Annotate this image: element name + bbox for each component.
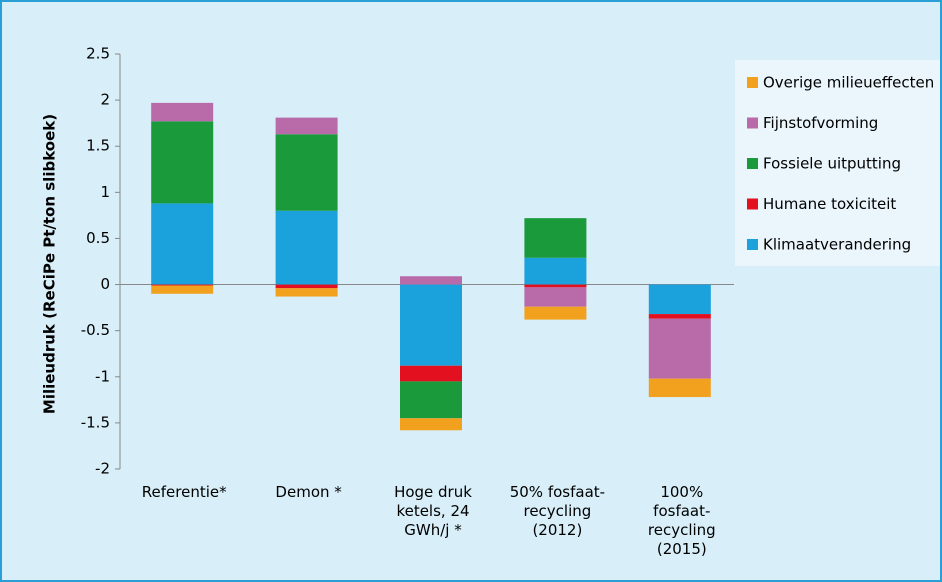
x-tick-label: Demon * (275, 483, 342, 501)
legend-label: Overige milieueffecten (763, 74, 934, 92)
y-tick-label: -2 (95, 460, 110, 478)
legend-swatch (747, 77, 758, 88)
x-tick-label: 100% fosfaat-recycling (2015) (647, 483, 716, 558)
bar-segment (151, 203, 214, 285)
legend-swatch (747, 239, 758, 250)
y-tick-label: 2.5 (86, 45, 110, 63)
y-tick-label: 1 (100, 183, 110, 201)
bar-segment (648, 378, 711, 398)
x-tick-label: Referentie* (141, 483, 227, 501)
bar-segment (275, 134, 338, 211)
bar-segment (648, 318, 711, 379)
y-tick-label: 2 (100, 91, 110, 109)
legend-swatch (747, 117, 758, 129)
bar-segment (524, 287, 587, 307)
legend-label: Fijnstofvorming (763, 114, 878, 132)
bar-segment (275, 284, 338, 289)
y-tick-label: -1 (95, 367, 110, 385)
y-axis-label: Milieudruk (ReCiPe Pt/ton slibkoek) (41, 114, 59, 414)
legend-swatch (747, 158, 758, 169)
bar-segment (151, 121, 214, 204)
y-tick-label: 0.5 (86, 229, 110, 247)
x-tick-label: Hoge druk ketels, 24 GWh/j * (394, 483, 472, 539)
y-tick-label: 1.5 (86, 137, 110, 155)
bar-segment (648, 314, 711, 319)
bar-segment (151, 285, 214, 294)
bar-segment (275, 288, 338, 297)
x-tick-label: 50% fosfaat-recycling (2012) (509, 483, 606, 539)
y-tick-label: -0.5 (81, 321, 110, 339)
bar-segment (275, 117, 338, 135)
bar-segment (400, 276, 462, 285)
y-tick-label: 0 (100, 275, 110, 293)
bar-segment (400, 418, 462, 431)
legend-label: Humane toxiciteit (763, 195, 896, 213)
bar-segment (275, 210, 338, 285)
bar-segment (524, 218, 587, 258)
legend-box (735, 60, 940, 266)
legend-label: Fossiele uitputting (763, 155, 901, 173)
bar-segment (648, 284, 711, 315)
legend-label: Klimaatverandering (763, 236, 911, 254)
bar-segment (151, 102, 214, 122)
bar-segment (400, 381, 462, 419)
bar-segment (524, 284, 587, 288)
bar-segment (400, 284, 462, 366)
bar-segment (524, 306, 587, 320)
bar-segment (400, 365, 462, 382)
bar-segment (151, 284, 214, 286)
legend-swatch (747, 198, 758, 210)
y-tick-label: -1.5 (81, 413, 110, 431)
bar-segment (524, 257, 587, 285)
